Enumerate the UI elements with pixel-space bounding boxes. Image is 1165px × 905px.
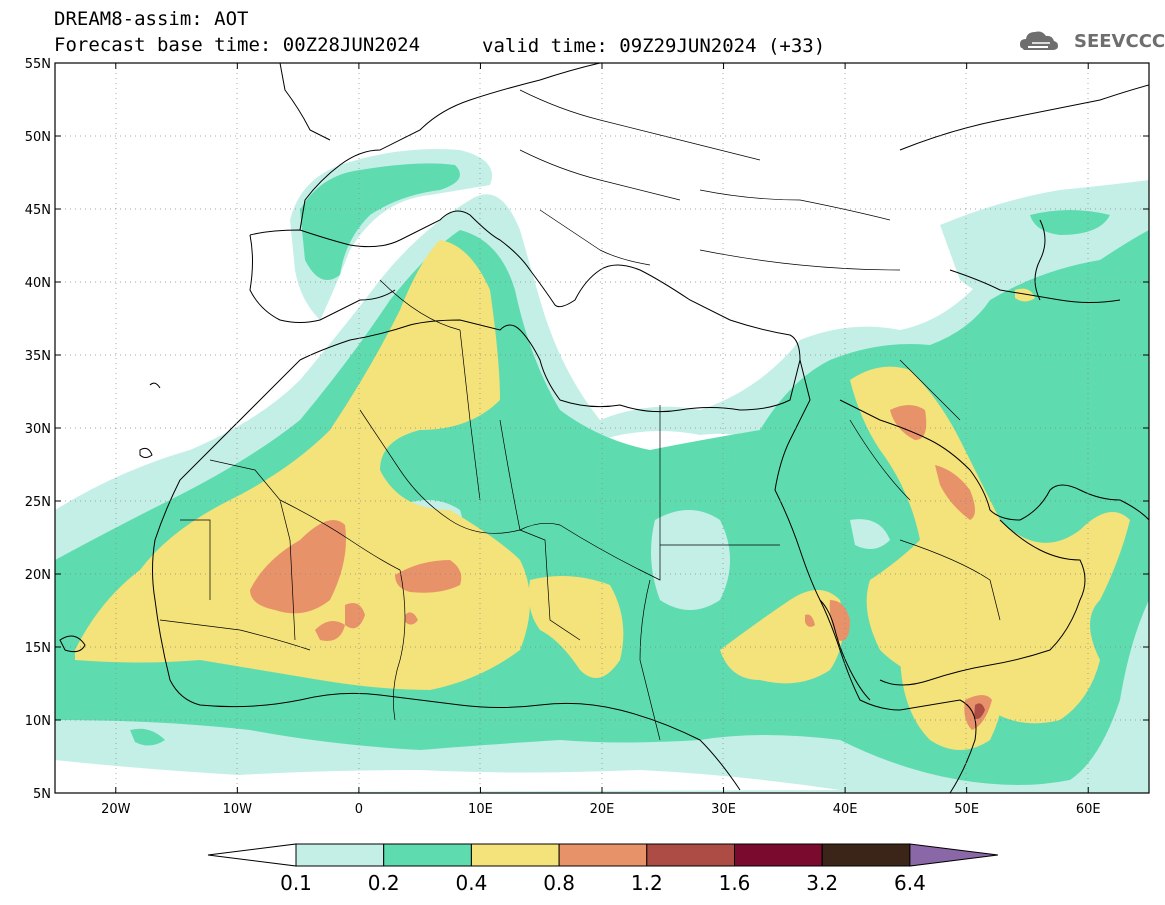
aot-level-1.2 — [974, 703, 985, 719]
cloud-logo-icon — [1020, 31, 1058, 50]
colorbar-label: 0.2 — [368, 871, 400, 895]
forecast-base-time: Forecast base time: 00Z28JUN2024 — [54, 34, 421, 56]
lat-label: 25N — [25, 495, 51, 510]
longitude-axis: 20W 10W 0 10E 20E 30E 40E 50E 60E — [101, 63, 1101, 817]
colorbar-segment — [295, 843, 385, 867]
colorbar: 0.1 0.2 0.4 0.8 1.2 1.6 3.2 6.4 — [207, 843, 998, 895]
colorbar-max-arrow — [909, 843, 998, 867]
colorbar-segment — [558, 843, 648, 867]
colorbar-min-arrow — [207, 843, 297, 867]
colorbar-segment — [734, 843, 823, 867]
lon-label: 50E — [954, 802, 979, 817]
lat-label: 40N — [25, 276, 51, 291]
colorbar-segment — [470, 843, 560, 867]
lat-label: 50N — [25, 130, 51, 145]
lon-label: 30E — [711, 802, 736, 817]
latitude-axis: 55N 50N 45N 40N 35N 30N 25N 20N 15N 10N 5N — [25, 57, 1149, 802]
lat-label: 20N — [25, 568, 51, 583]
colorbar-label: 1.6 — [719, 871, 751, 895]
colorbar-segment — [646, 843, 735, 867]
lon-label: 10E — [468, 802, 493, 817]
colorbar-label: 3.2 — [806, 871, 838, 895]
lon-label: 10W — [223, 802, 253, 817]
coastlines — [59, 63, 1149, 793]
colorbar-segment — [821, 843, 911, 867]
colorbar-label: 6.4 — [894, 871, 926, 895]
lat-label: 10N — [25, 714, 51, 729]
logo-text: SEEVCCC — [1074, 31, 1165, 52]
lat-label: 45N — [25, 203, 51, 218]
colorbar-label: 0.8 — [543, 871, 575, 895]
country-borders — [159, 89, 1001, 741]
lon-label: 20W — [101, 802, 131, 817]
aot-fields — [55, 63, 1149, 793]
aot-level-0.8 — [250, 405, 992, 730]
lon-label: 20E — [590, 802, 615, 817]
valid-time: valid time: 09Z29JUN2024 (+33) — [482, 35, 826, 57]
colorbar-label: 1.2 — [631, 871, 663, 895]
lat-label: 15N — [25, 641, 51, 656]
lon-label: 60E — [1076, 802, 1101, 817]
lon-label: 40E — [833, 802, 858, 817]
lon-label: 0 — [355, 802, 363, 817]
lat-label: 55N — [25, 57, 51, 72]
lat-label: 30N — [25, 422, 51, 437]
colorbar-segment — [383, 843, 472, 867]
colorbar-label: 0.1 — [280, 871, 312, 895]
graticule — [55, 63, 1149, 793]
lat-label: 5N — [33, 787, 51, 802]
lat-label: 35N — [25, 349, 51, 364]
colorbar-label: 0.4 — [455, 871, 487, 895]
map-title: DREAM8-assim: AOT — [54, 8, 249, 30]
